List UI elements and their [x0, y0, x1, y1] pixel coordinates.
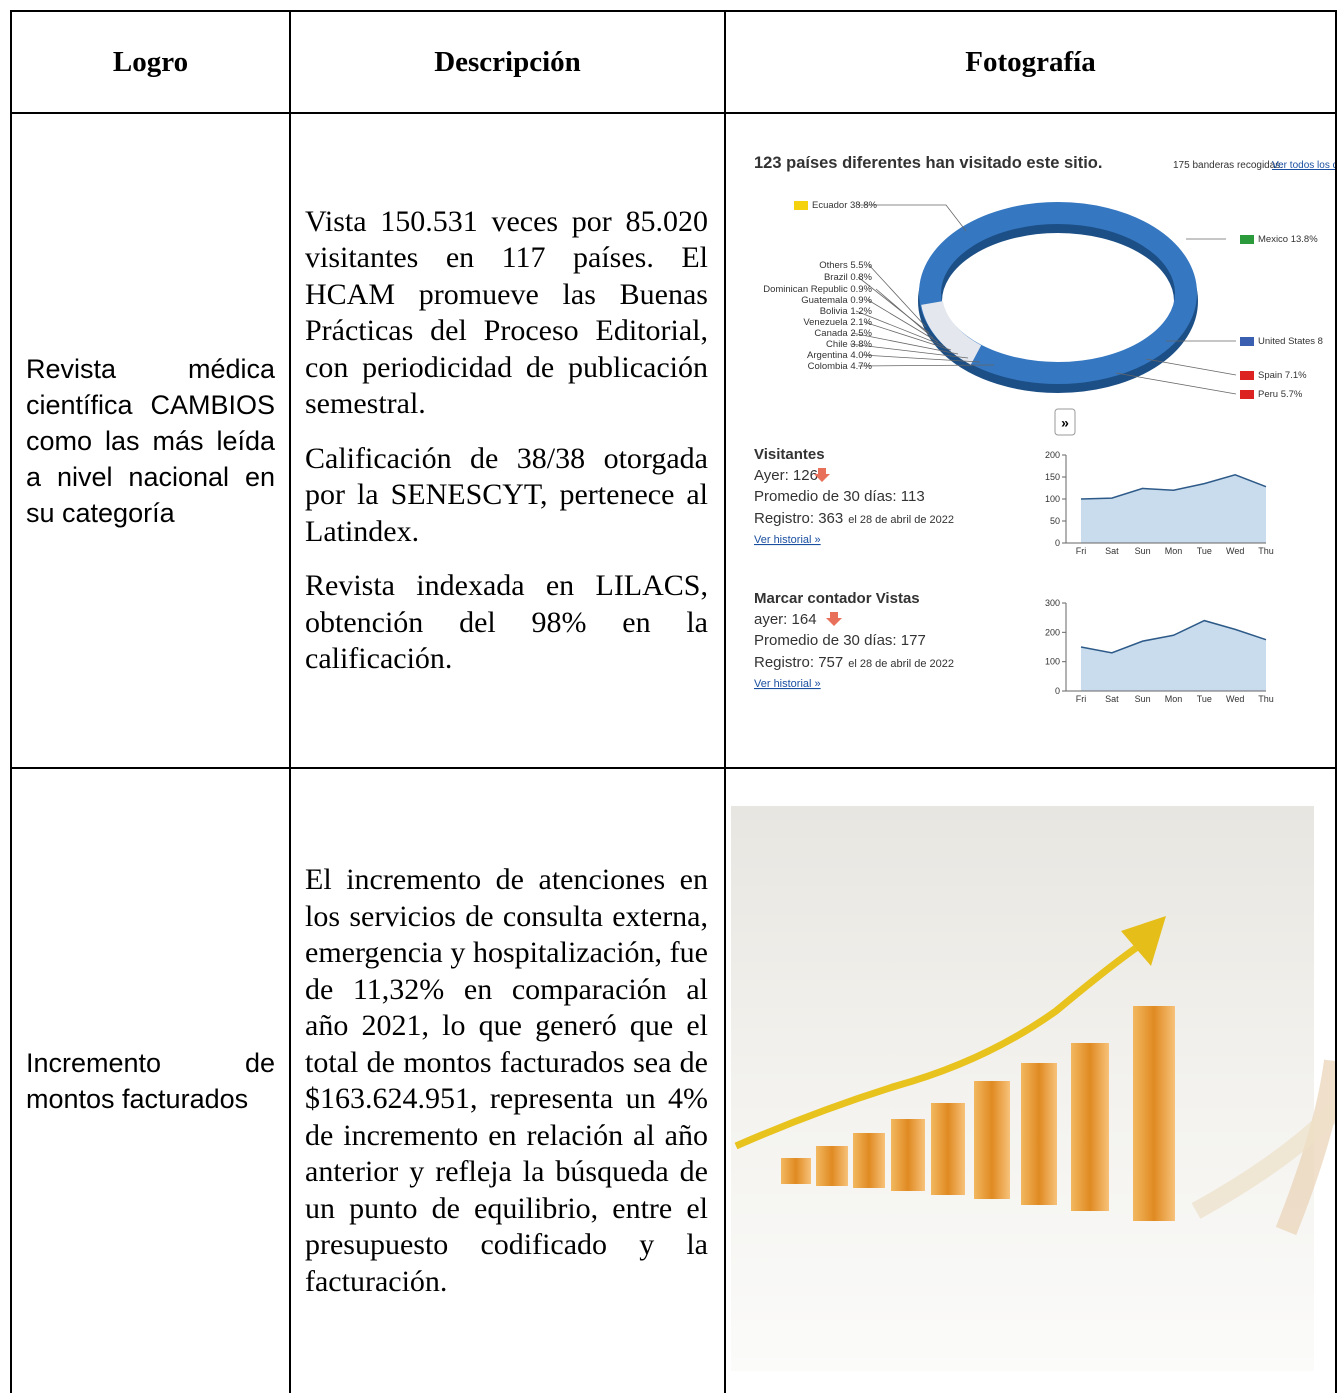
header: Fotografía	[724, 10, 1337, 114]
country-label: Dominican Republic 0.9%	[763, 284, 872, 295]
photo-cell	[724, 767, 1337, 1393]
country-label: Guatemala 0.9%	[801, 295, 872, 306]
line	[1080, 473, 1267, 500]
down-arrow	[814, 467, 830, 482]
flag	[1240, 389, 1254, 399]
achievement: Incremento de montos facturados	[10, 767, 291, 1393]
bars	[781, 1006, 1175, 1221]
header: Logro	[10, 10, 291, 114]
country-label: Colombia 4.7%	[808, 361, 873, 372]
country-label: Bolivia 1.2%	[820, 306, 873, 317]
stat-yesterday: Ayer: 126	[754, 467, 818, 484]
x-tick-label: Wed	[1226, 546, 1244, 556]
country-label: Mexico 13.8%	[1258, 234, 1318, 245]
country-label: Spain 7.1%	[1258, 370, 1307, 381]
x-tick-label: Fri	[1076, 694, 1087, 704]
area	[1081, 620, 1266, 691]
stat-heading: Marcar contador Vistas	[754, 590, 920, 607]
arrow	[734, 938, 1148, 1150]
stat-average: Promedio de 30 días: 113	[754, 488, 925, 505]
x-tick-label: Sat	[1105, 546, 1119, 556]
x-tick-label: Sat	[1105, 694, 1119, 704]
paragraph: Vista 150.531 veces por 85.020 visitante…	[305, 204, 708, 421]
down-arrow	[826, 611, 842, 626]
y-tick-label: 0	[1055, 538, 1060, 548]
country-label: Ecuador 38.8%	[812, 200, 878, 211]
row: Incremento de montos facturados El incre…	[10, 767, 1337, 1393]
history-link[interactable]: Ver historial »	[754, 678, 821, 690]
flag	[1240, 336, 1254, 346]
x-tick-label: Wed	[1226, 694, 1244, 704]
line	[1080, 619, 1267, 654]
country-label: Argentina 4.0%	[807, 350, 873, 361]
growth-photo	[731, 806, 1335, 1371]
x-tick-label: Thu	[1258, 694, 1274, 704]
header-row: Logro Descripción Fotografía	[10, 10, 1337, 114]
arrow-head	[1121, 916, 1166, 966]
x-tick-label: Mon	[1165, 694, 1183, 704]
stat-yesterday: ayer: 164	[754, 611, 817, 628]
x-tick-label: Tue	[1197, 694, 1212, 704]
x-tick-label: Fri	[1076, 546, 1087, 556]
description: Vista 150.531 veces por 85.020 visitante…	[289, 112, 726, 769]
country-label: Brazil 0.8%	[824, 272, 873, 283]
record-date: el 28 de abril de 2022	[848, 514, 954, 526]
row: Revista médica científica CAMBIOS como l…	[10, 112, 1337, 769]
country-label: Chile 3.8%	[826, 339, 872, 350]
y-tick-label: 300	[1045, 598, 1060, 608]
country-label: Others 5.5%	[819, 260, 872, 271]
swoosh	[1191, 1104, 1335, 1219]
stat-record: Registro: 363 el 28 de abril de 2022	[754, 510, 954, 527]
history-link[interactable]: Ver historial »	[754, 534, 821, 546]
y-tick-label: 50	[1050, 516, 1060, 526]
more-label[interactable]: »	[1061, 414, 1069, 430]
achievement: Revista médica científica CAMBIOS como l…	[10, 112, 291, 769]
photo-cell: 123 países diferentes han visitado este …	[724, 112, 1337, 769]
x-tick-label: Thu	[1258, 546, 1274, 556]
y-tick-label: 150	[1045, 472, 1060, 482]
description: El incremento de atenciones en los servi…	[289, 767, 726, 1393]
paragraph: Revista indexada en LILACS, obtención de…	[305, 569, 708, 675]
area	[1081, 474, 1266, 543]
country-label: Peru 5.7%	[1258, 389, 1303, 400]
y-tick-label: 100	[1045, 494, 1060, 504]
flag	[1240, 370, 1254, 380]
ring	[919, 201, 1197, 384]
y-tick-label: 0	[1055, 686, 1060, 696]
country-labels: Ecuador 38.8% Others 5.5%Brazil 0.8%Domin…	[763, 200, 877, 372]
counter-title: 123 países diferentes han visitado este …	[754, 154, 1102, 172]
x-tick-label: Sun	[1135, 546, 1151, 556]
record-value: Registro: 363	[754, 510, 843, 527]
paragraph: El incremento de atenciones en los servi…	[305, 863, 708, 1298]
record-date: el 28 de abril de 2022	[848, 658, 954, 670]
stats: Visitantes Ayer: 126 Promedio de 30 días: …	[754, 446, 1274, 704]
country-labels: Mexico 13.8% United States 8 Spain 7.1% Per…	[1240, 234, 1323, 400]
more-button[interactable]	[1054, 408, 1076, 435]
flag-counter: 123 países diferentes han visitado este …	[754, 154, 1335, 704]
stat-average: Promedio de 30 días: 177	[754, 632, 926, 649]
country-label: Canada 2.5%	[814, 328, 872, 339]
y-tick-label: 200	[1045, 450, 1060, 460]
flag	[794, 200, 808, 210]
y-tick-label: 200	[1045, 627, 1060, 637]
leader-lines	[849, 204, 1237, 394]
record-value: Registro: 757	[754, 654, 843, 671]
x-tick-label: Sun	[1135, 694, 1151, 704]
flag	[1240, 234, 1254, 244]
x-tick-label: Mon	[1165, 546, 1183, 556]
stat-record: Registro: 757 el 28 de abril de 2022	[754, 654, 954, 671]
country-label: United States 8	[1258, 336, 1323, 347]
achievements-table: Logro Descripción Fotografía Revista méd…	[10, 10, 1337, 1393]
stat-heading: Visitantes	[754, 446, 825, 463]
paragraph: Calificación de 38/38 otorgada por la SE…	[305, 441, 708, 548]
counter-subtitle: 175 banderas recogidas.	[1173, 160, 1283, 171]
y-tick-label: 100	[1045, 656, 1060, 666]
ring-segment	[921, 300, 982, 365]
x-tick-label: Tue	[1197, 546, 1212, 556]
counter-link[interactable]: Ver todos los d	[1272, 160, 1335, 171]
country-label: Venezuela 2.1%	[803, 317, 872, 328]
header: Descripción	[289, 10, 726, 114]
